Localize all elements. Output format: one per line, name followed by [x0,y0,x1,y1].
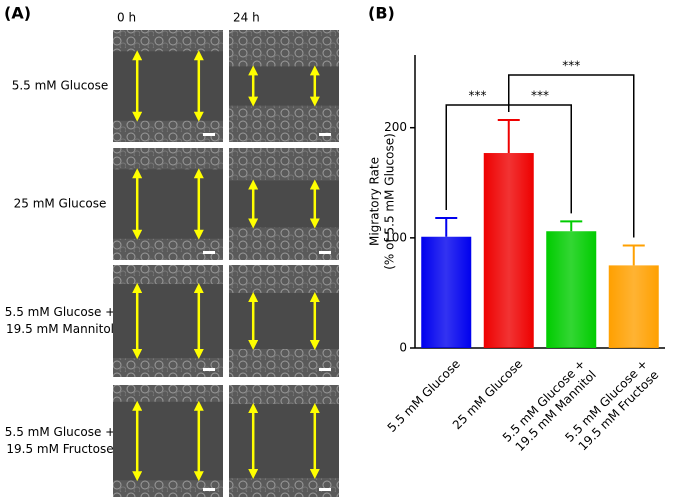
scale-bar [319,251,331,254]
bar-chart: 0 100 200 Migratory Rate (% of 5.5 mM Glucos… [368,55,665,454]
wound-gap [229,66,339,106]
wound-gap [229,293,339,349]
micrographs: 0 h 24 h 5.5 mM Glucose 25 mM Glucose 5.5 mM… [5,11,339,497]
significance-bracket [508,74,635,238]
row-label: 25 mM Glucose [14,197,107,211]
y-tick-label: 0 [399,341,407,355]
row-label: 5.5 mM Glucose [12,79,109,93]
y-tick-label: 100 [384,230,407,244]
bar [483,153,534,348]
significance-label: *** [469,89,487,103]
significance-label: *** [531,89,549,103]
scale-bar [319,368,331,371]
scale-bar [203,368,215,371]
row-label: 5.5 mM Glucose + [5,305,115,319]
bar [546,231,597,348]
wound-gap [113,51,223,121]
row-label: 5.5 mM Glucose + [5,425,115,439]
scale-bar [203,133,215,136]
column-header: 24 h [233,11,260,25]
significance-label: *** [562,59,580,73]
row-label: 19.5 mM Mannitol [6,322,114,336]
wound-gap [113,401,223,481]
column-header: 0 h [117,11,136,25]
scale-bar [319,488,331,491]
scale-bar [203,488,215,491]
row-label: 19.5 mM Fructose [6,442,113,456]
wound-gap [229,404,339,478]
bar [608,265,659,348]
bar [421,236,472,348]
y-axis-label: (% of 5.5 mM Glucose) [383,133,397,270]
wound-gap [229,180,339,228]
y-tick-label: 200 [384,120,407,134]
wound-gap [113,284,223,358]
scale-bar [203,251,215,254]
y-axis-label: Migratory Rate [368,157,382,246]
wound-gap [113,169,223,239]
scale-bar [319,133,331,136]
panel-label: (B) [368,4,395,23]
panel-label: (A) [4,4,31,23]
